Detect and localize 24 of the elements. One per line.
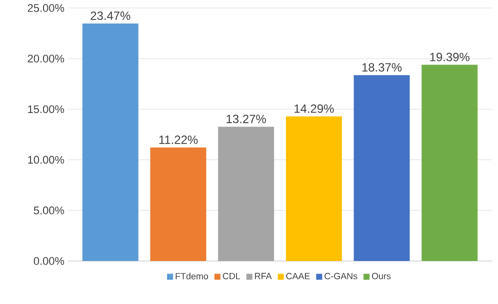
legend-label: CAAE [286,272,310,280]
y-tick-label: 5.00% [34,206,64,214]
bar [422,64,478,261]
bar [354,75,410,261]
legend-label: Ours [372,272,391,280]
y-tick-label: 15.00% [28,105,64,114]
data-label: 14.29% [294,104,334,113]
legend-label: C-GANs [324,272,358,280]
legend-label: FTdemo [176,272,208,280]
y-tick-label: 25.00% [28,4,64,12]
legend-label: CDL [222,272,240,280]
bar [286,116,342,261]
bar [218,126,274,261]
bar [82,23,138,261]
bar [150,147,206,261]
data-label: 11.22% [159,136,198,144]
y-tick-label: 20.00% [28,54,64,62]
y-tick-label: 10.00% [28,156,64,164]
data-label: 23.47% [90,12,130,20]
data-label: 19.39% [430,52,470,62]
data-label: 13.27% [226,114,266,124]
data-label: 18.37% [362,63,402,72]
legend-label: RFA [255,272,272,280]
y-tick-label: 0.00% [34,257,64,265]
